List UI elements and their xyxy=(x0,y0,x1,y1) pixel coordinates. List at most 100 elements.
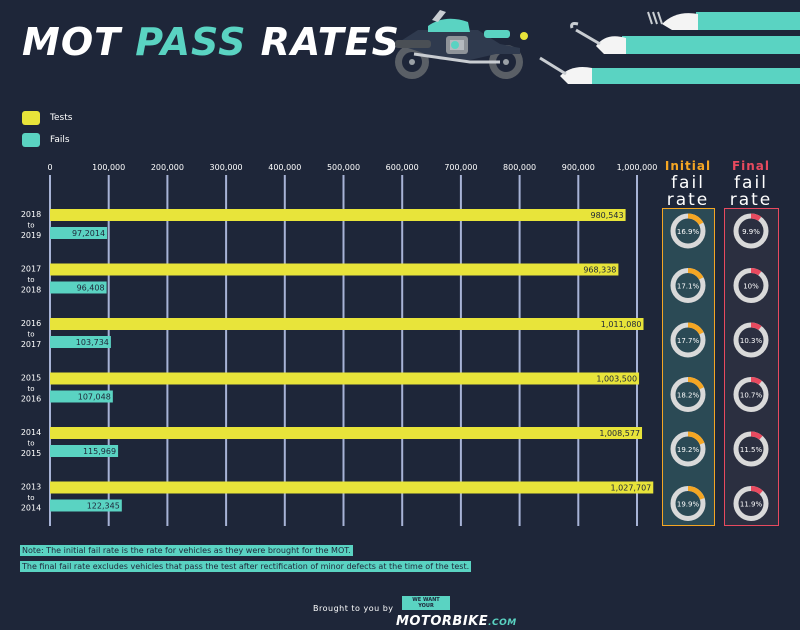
x-tick-label: 500,000 xyxy=(327,163,360,172)
category-label: to xyxy=(27,385,34,393)
data-label-tests: 980,543 xyxy=(590,211,623,220)
page-title: MOT PASS RATES xyxy=(22,20,400,64)
bar-tests xyxy=(50,209,626,221)
data-label-fails: 107,048 xyxy=(78,393,111,402)
category-label: to xyxy=(27,331,34,339)
bar-tests xyxy=(50,318,644,330)
note-final-fail-rate: The final fail rate excludes vehicles th… xyxy=(20,561,472,572)
bar-fails xyxy=(50,445,119,457)
legend-swatch-tests xyxy=(22,111,40,125)
data-label-tests: 1,027,707 xyxy=(611,484,652,493)
final-fail-donut-label: 11.9% xyxy=(740,501,763,509)
category-label: 2017 xyxy=(21,265,41,274)
final-fail-donut-label: 11.5% xyxy=(740,446,763,454)
x-tick-label: 100,000 xyxy=(92,163,125,172)
motorbike-logo[interactable]: WE WANT YOUR MOTORBIKE.COM xyxy=(396,596,517,629)
initial-fail-donut-label: 16.9% xyxy=(677,228,700,236)
final-fail-donut-label: 9.9% xyxy=(742,228,760,236)
initial-fail-donut-label: 17.1% xyxy=(677,283,700,291)
initial-fail-donut-arc xyxy=(670,377,706,412)
final-fail-donut-arc xyxy=(733,268,769,303)
final-heading-line2: fail xyxy=(734,173,768,193)
final-fail-donut-arc xyxy=(733,213,769,249)
category-label: 2017 xyxy=(21,340,41,349)
legend-label-fails: Fails xyxy=(50,135,70,145)
title-rates: RATES xyxy=(260,20,400,64)
initial-fail-donut-arc xyxy=(670,486,706,521)
data-label-fails: 97,2014 xyxy=(72,229,105,238)
x-tick-label: 400,000 xyxy=(268,163,301,172)
initial-fail-donut-arc xyxy=(670,213,706,249)
legend-item-tests: Tests xyxy=(22,111,72,125)
category-label: 2016 xyxy=(21,319,41,328)
title-mot: MOT xyxy=(22,20,122,64)
note-initial-fail-rate: Note: The initial fail rate is the rate … xyxy=(20,545,353,556)
category-label: to xyxy=(27,276,34,284)
legend-item-fails: Fails xyxy=(22,133,70,147)
final-heading-line3: rate xyxy=(729,190,773,210)
category-label: 2016 xyxy=(21,395,41,404)
x-tick-label: 1,000,000 xyxy=(617,163,658,172)
category-label: to xyxy=(27,494,34,502)
x-tick-label: 200,000 xyxy=(151,163,184,172)
logo-tagline: WE WANT YOUR xyxy=(402,596,450,610)
bar-fails xyxy=(50,390,113,403)
x-tick-label: 800,000 xyxy=(503,163,536,172)
bar-fails xyxy=(50,281,107,294)
x-tick-label: 300,000 xyxy=(210,163,243,172)
title-pass: PASS xyxy=(135,20,247,64)
bar-fails xyxy=(50,499,122,512)
initial-heading-line3: rate xyxy=(666,190,710,210)
data-label-tests: 1,003,500 xyxy=(596,375,637,384)
bar-fails xyxy=(50,336,111,348)
x-tick-label: 700,000 xyxy=(444,163,477,172)
initial-fail-rate-heading: Initial fail rate xyxy=(662,158,714,209)
bar-fails xyxy=(50,227,108,239)
category-label: to xyxy=(27,222,34,230)
initial-fail-donut-label: 17.7% xyxy=(677,337,700,345)
final-fail-donut-arc xyxy=(733,486,769,521)
category-label: 2018 xyxy=(21,286,41,295)
final-fail-donut-label: 10% xyxy=(743,283,759,291)
x-tick-label: 600,000 xyxy=(386,163,419,172)
bar-tests xyxy=(50,427,643,439)
credit-text: Brought to you by xyxy=(313,604,394,613)
initial-heading-line2: fail xyxy=(671,173,705,193)
final-fail-donut-arc xyxy=(733,377,769,412)
data-label-fails: 96,408 xyxy=(77,284,105,293)
initial-fail-donut-arc xyxy=(670,268,706,303)
category-label: 2015 xyxy=(21,449,41,458)
logo-main-text: MOTORBIKE xyxy=(396,614,489,629)
final-fail-donut-label: 10.3% xyxy=(740,337,763,345)
data-label-tests: 968,338 xyxy=(583,266,616,275)
bar-tests xyxy=(50,372,640,385)
final-fail-rate-heading: Final fail rate xyxy=(724,158,778,209)
initial-rate-panel xyxy=(662,208,715,526)
category-label: 2018 xyxy=(21,210,41,219)
final-fail-donut-arc xyxy=(733,431,769,467)
final-rate-panel xyxy=(724,208,779,526)
data-label-tests: 1,011,080 xyxy=(601,320,642,329)
data-label-fails: 103,734 xyxy=(76,338,109,347)
final-fail-donut-arc xyxy=(733,322,769,358)
category-label: to xyxy=(27,440,34,448)
logo-wordmark: MOTORBIKE.COM xyxy=(396,614,517,629)
logo-suffix: .COM xyxy=(488,618,517,628)
category-label: 2014 xyxy=(21,504,41,513)
data-label-tests: 1,008,577 xyxy=(599,429,640,438)
legend-label-tests: Tests xyxy=(50,113,73,123)
data-label-fails: 122,345 xyxy=(87,502,120,511)
data-label-fails: 115,969 xyxy=(83,447,116,456)
x-tick-label: 0 xyxy=(47,163,52,172)
bar-tests xyxy=(50,481,654,494)
category-label: 2013 xyxy=(21,483,41,492)
category-label: 2019 xyxy=(21,231,41,240)
bar-tests xyxy=(50,263,619,276)
category-label: 2014 xyxy=(21,428,41,437)
initial-fail-donut-arc xyxy=(670,322,706,358)
final-fail-donut-label: 10.7% xyxy=(740,392,763,400)
final-heading-line1: Final xyxy=(731,159,771,173)
initial-fail-donut-arc xyxy=(670,431,706,467)
initial-fail-donut-label: 18.2% xyxy=(677,392,700,400)
